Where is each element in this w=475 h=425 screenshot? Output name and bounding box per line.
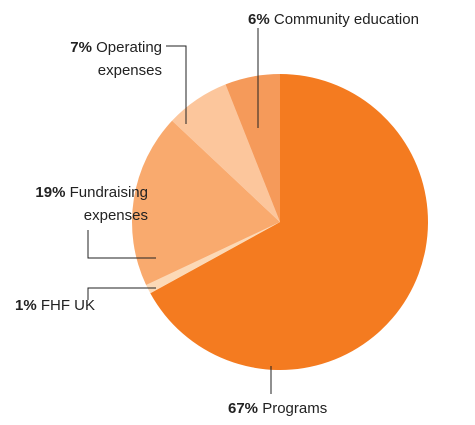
leader-line <box>87 230 156 259</box>
category-label: FHF UK <box>40 297 96 314</box>
pie-slice <box>132 120 280 286</box>
leader-line <box>166 45 187 124</box>
pie-slice <box>150 74 428 370</box>
leader-line <box>87 287 156 300</box>
value-label: 1% <box>15 297 37 314</box>
slice-label: 6% Community education <box>248 8 475 31</box>
slice-label: 67% Programs <box>228 397 428 420</box>
value-label: 6% <box>248 11 270 28</box>
slice-label: 19% Fundraising expenses <box>12 181 148 227</box>
category-label: Operating expenses <box>96 39 162 79</box>
slice-label: 1% FHF UK <box>15 294 215 317</box>
value-label: 7% <box>70 39 92 56</box>
pie-slice <box>172 84 280 222</box>
value-label: 19% <box>35 184 66 201</box>
slice-label: 7% Operating expenses <box>38 36 162 82</box>
category-label: Fundraising expenses <box>69 184 148 224</box>
category-label: Programs <box>262 400 328 417</box>
category-label: Community education <box>273 11 419 28</box>
pie-slice <box>146 222 280 294</box>
pie-slice <box>225 74 280 222</box>
value-label: 67% <box>228 400 259 417</box>
